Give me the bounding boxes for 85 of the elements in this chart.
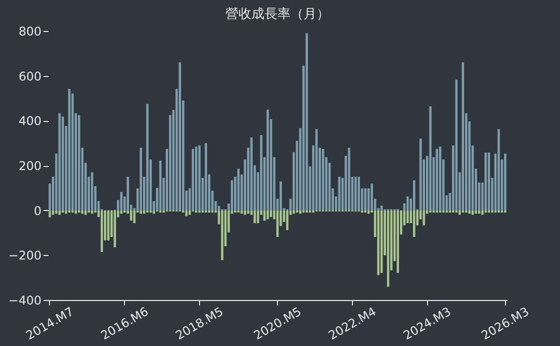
bar: [458, 210, 461, 215]
bar: [182, 210, 184, 213]
bar: [62, 210, 64, 213]
bar: [439, 146, 442, 210]
bar: [162, 210, 165, 213]
bar: [68, 210, 70, 213]
bar: [491, 210, 494, 213]
y-tick-label: 800: [18, 24, 42, 38]
bar: [472, 210, 474, 215]
bar: [146, 210, 149, 213]
bar: [152, 210, 156, 214]
y-tick-label: 200: [18, 159, 42, 173]
bar: [446, 210, 448, 213]
bar: [306, 210, 308, 213]
bar: [120, 192, 122, 210]
bar: [484, 152, 487, 210]
bar: [406, 210, 409, 224]
bar: [498, 129, 500, 210]
bar: [202, 210, 204, 213]
y-tick-label: 600: [18, 69, 42, 84]
bar: [240, 210, 243, 214]
bar: [140, 210, 142, 214]
bar: [504, 154, 506, 210]
bar: [126, 176, 129, 210]
bar: [81, 210, 84, 214]
bar: [140, 148, 142, 210]
bar: [94, 210, 96, 213]
bar: [484, 210, 487, 213]
bar: [149, 210, 152, 213]
y-tick-label: 0: [34, 204, 42, 218]
bar: [280, 181, 282, 210]
bar: [88, 210, 90, 213]
bar: [208, 210, 210, 213]
bar: [107, 210, 110, 240]
bar: [452, 210, 454, 213]
bar: [396, 210, 399, 273]
bar: [133, 210, 136, 224]
bar: [234, 210, 236, 213]
bar: [299, 210, 302, 214]
bar: [146, 104, 149, 210]
bar: [286, 210, 288, 230]
bar: [62, 116, 64, 210]
chart-title: 營收成長率（月）: [226, 6, 330, 22]
bar: [465, 210, 468, 213]
bar: [68, 88, 70, 210]
bar: [364, 188, 366, 210]
bar: [74, 210, 77, 214]
bar: [439, 210, 442, 213]
bar: [306, 33, 308, 210]
bar: [120, 210, 122, 214]
bar: [254, 210, 256, 224]
bar: [247, 210, 250, 214]
bar: [188, 210, 191, 215]
bar: [432, 210, 435, 213]
bar: [364, 210, 366, 213]
bar: [130, 210, 132, 221]
bar: [266, 110, 269, 210]
bar: [114, 210, 116, 248]
bar: [412, 180, 416, 210]
bar: [478, 210, 480, 214]
bar: [312, 210, 314, 213]
bar: [260, 135, 262, 210]
bar: [292, 210, 295, 214]
bar: [266, 210, 269, 220]
bar: [195, 210, 198, 213]
bar: [338, 176, 340, 210]
bar: [406, 196, 409, 210]
bar: [358, 176, 360, 210]
bar: [412, 210, 416, 238]
y-tick-label: −200: [8, 248, 42, 263]
bar: [195, 146, 198, 210]
bar: [377, 210, 380, 276]
bar: [142, 210, 146, 214]
bar: [48, 210, 51, 218]
bar: [419, 138, 422, 210]
y-tick-label: 400: [18, 114, 42, 128]
bar: [55, 210, 58, 214]
bar: [221, 210, 224, 260]
bar: [370, 184, 373, 210]
bar: [504, 210, 506, 213]
y-tick-label: −400: [8, 294, 42, 308]
bar: [498, 210, 500, 213]
bar: [380, 206, 383, 210]
bar: [422, 210, 426, 226]
bar: [100, 210, 103, 252]
